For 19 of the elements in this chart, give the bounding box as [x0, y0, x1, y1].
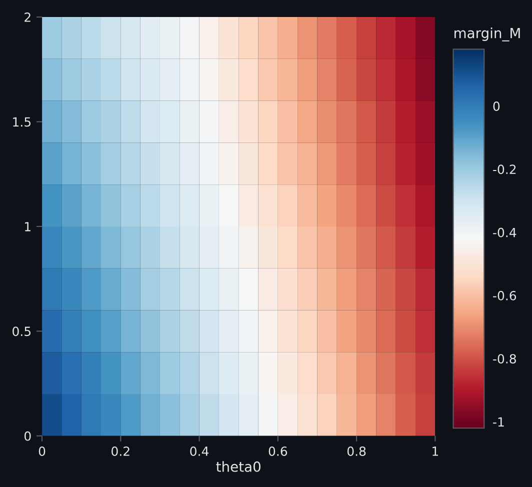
color-bar-label: -0.6	[493, 290, 516, 300]
y-tick-label: 1	[25, 222, 30, 232]
y-tick-label: 1.5	[13, 117, 31, 127]
color-bar-label: -0.8	[493, 354, 516, 364]
x-tick-label: 0	[38, 446, 46, 456]
color-bar-label: 0	[493, 101, 500, 111]
x-tick-label: 0.6	[268, 446, 288, 456]
x-tick-label: 0.4	[190, 446, 209, 456]
x-tick-label: 1	[432, 446, 438, 456]
x-axis-title: theta0	[216, 461, 260, 472]
x-tick-label: 0.2	[112, 446, 130, 456]
y-tick-label: 0	[24, 431, 31, 441]
y-tick-label: 2	[24, 12, 30, 22]
color-bar-label: -0.2	[493, 164, 516, 174]
x-tick-label: 0.8	[347, 446, 366, 456]
y-tick-label: 0.5	[12, 326, 31, 336]
color-bar-label: -0.4	[493, 228, 516, 238]
color-bar-label: -1	[493, 417, 504, 427]
color-bar-title: margin_M	[454, 28, 520, 42]
